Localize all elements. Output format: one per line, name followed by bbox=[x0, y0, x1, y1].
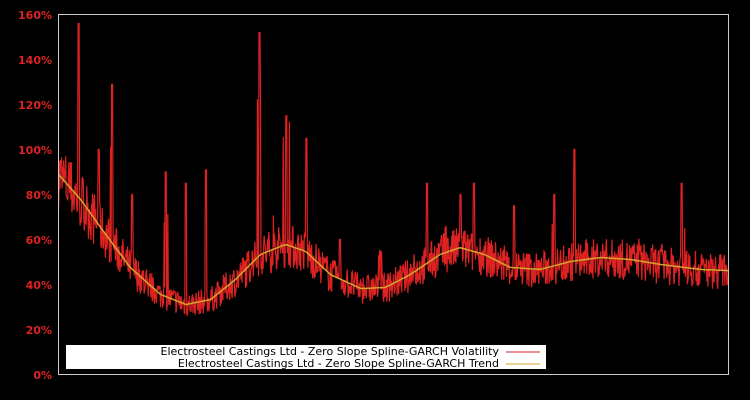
y-tick-label: 0% bbox=[33, 369, 52, 382]
volatility-series-line bbox=[57, 22, 730, 316]
plot-frame bbox=[58, 14, 729, 375]
y-tick-label: 140% bbox=[18, 54, 52, 67]
y-tick-label: 60% bbox=[26, 234, 52, 247]
y-axis-labels: 160% 140% 120% 100% 80% 60% 40% 20% 0% bbox=[18, 9, 52, 382]
y-tick-label: 120% bbox=[18, 99, 52, 112]
plot-area bbox=[57, 22, 730, 316]
legend: Electrosteel Castings Ltd - Zero Slope S… bbox=[66, 345, 546, 370]
y-tick-label: 80% bbox=[26, 189, 52, 202]
y-tick-label: 20% bbox=[26, 324, 52, 337]
legend-label-volatility: Electrosteel Castings Ltd - Zero Slope S… bbox=[161, 345, 500, 358]
y-tick-label: 160% bbox=[18, 9, 52, 22]
legend-label-trend: Electrosteel Castings Ltd - Zero Slope S… bbox=[178, 357, 499, 370]
y-tick-label: 100% bbox=[18, 144, 52, 157]
trend-series-line bbox=[57, 174, 729, 306]
y-tick-label: 40% bbox=[26, 279, 52, 292]
legend-box bbox=[66, 345, 546, 369]
